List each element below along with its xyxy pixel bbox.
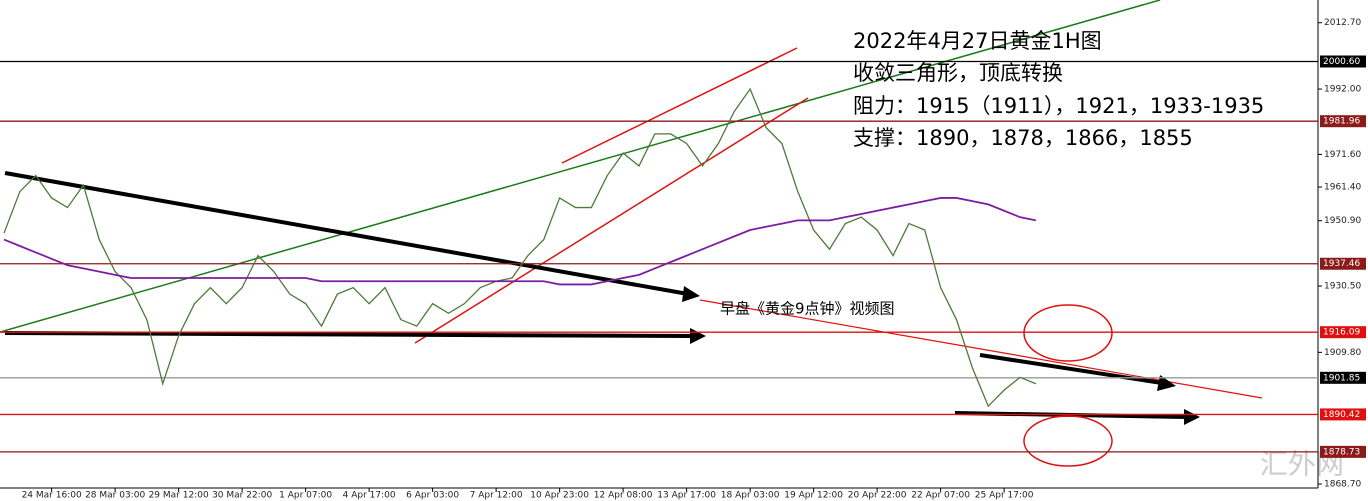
level-label: 1937.46 — [1323, 259, 1360, 269]
x-tick-label: 29 Mar 12:00 — [149, 491, 209, 501]
highlight-ellipse — [1023, 415, 1113, 467]
annotation: 收敛三角形，顶底转换 — [853, 61, 1063, 85]
drawings — [0, 0, 1263, 467]
x-tick-label: 19 Apr 12:00 — [784, 491, 843, 501]
x-tick-label: 22 Apr 07:00 — [911, 491, 970, 501]
x-tick-label: 20 Apr 22:00 — [848, 491, 907, 501]
trend-line — [0, 0, 1161, 333]
y-tick-label: 1992.00 — [1324, 85, 1361, 95]
annotation: 2022年4月27日黄金1H图 — [853, 29, 1102, 53]
y-tick-label: 2012.70 — [1324, 18, 1361, 28]
series-line — [3, 87, 1037, 408]
x-tick-label: 7 Apr 12:00 — [470, 491, 523, 501]
y-tick-label: 1909.80 — [1324, 348, 1361, 358]
arrow — [4, 331, 693, 338]
level-box — [1320, 371, 1366, 384]
y-tick-label: 1971.60 — [1324, 150, 1361, 160]
y-tick-label: 1868.70 — [1324, 479, 1361, 489]
y-tick-label: 1961.40 — [1324, 183, 1361, 193]
level-label: 1916.09 — [1323, 328, 1360, 338]
level-box — [1320, 326, 1366, 339]
annotation: 阻力：1915（1911），1921，1933-1935 — [853, 94, 1264, 118]
x-tick-label: 6 Apr 03:00 — [406, 491, 459, 501]
x-tick-label: 12 Apr 08:00 — [594, 491, 653, 501]
level-label: 1901.85 — [1323, 373, 1360, 383]
x-tick-label: 28 Mar 03:00 — [85, 491, 145, 501]
x-tick-label: 4 Apr 17:00 — [343, 491, 396, 501]
level-label: 1981.96 — [1323, 117, 1360, 127]
arrow-head — [682, 286, 700, 302]
arrow-head — [1157, 375, 1176, 391]
x-tick-label: 24 Mar 16:00 — [22, 491, 82, 501]
level-label: 1890.42 — [1323, 410, 1360, 420]
x-tick-label: 18 Apr 03:00 — [721, 491, 780, 501]
highlight-ellipse — [1023, 304, 1113, 362]
channel-line — [561, 47, 798, 164]
x-tick-label: 25 Apr 17:00 — [975, 491, 1034, 501]
level-box — [1320, 55, 1366, 68]
level-box — [1320, 408, 1366, 421]
x-tick-label: 13 Apr 17:00 — [657, 491, 716, 501]
arrow — [4, 171, 689, 296]
y-tick-label: 1950.90 — [1324, 216, 1361, 226]
arrow-head — [1184, 409, 1200, 425]
level-label: 1878.73 — [1323, 447, 1360, 457]
x-tick-label: 30 Mar 22:00 — [212, 491, 272, 501]
level-label: 2000.60 — [1323, 57, 1360, 67]
series-line — [3, 197, 1037, 286]
y-tick-label: 1930.50 — [1324, 282, 1361, 292]
level-box — [1320, 445, 1366, 458]
note: 早盘《黄金9点钟》视频图 — [720, 300, 895, 318]
x-tick-label: 10 Apr 23:00 — [530, 491, 589, 501]
channel-line — [414, 97, 809, 344]
x-tick-label: 1 Apr 07:00 — [279, 491, 332, 501]
level-box — [1320, 257, 1366, 270]
annotation: 支撑：1890，1878，1866，1855 — [853, 126, 1193, 150]
level-box — [1320, 115, 1366, 128]
